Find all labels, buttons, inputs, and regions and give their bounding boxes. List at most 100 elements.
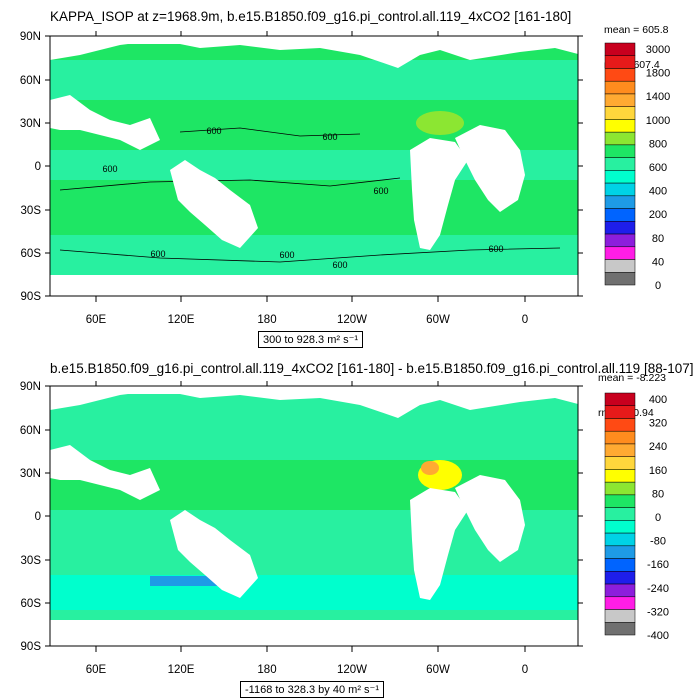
contour-label: 600 <box>373 186 388 196</box>
colorbar-swatch <box>604 520 636 534</box>
panel-absolute: KAPPA_ISOP at z=1968.9m, b.e15.B1850.f09… <box>20 9 670 348</box>
colorbar-swatch <box>604 131 636 146</box>
colorbar-label: 1000 <box>646 115 670 127</box>
contour-label: 600 <box>279 250 294 260</box>
y-tick-label: 90N <box>20 31 41 43</box>
colorbar-label: 1400 <box>646 91 670 103</box>
y-tick-label: 0 <box>35 161 41 173</box>
colorbar-label: 200 <box>649 209 667 221</box>
colorbar-swatch <box>604 443 636 457</box>
y-tick-label: 60S <box>21 248 42 260</box>
land-mask <box>50 640 578 646</box>
contour-label: 600 <box>332 260 347 270</box>
colorbar-swatch <box>604 272 636 286</box>
land-mask <box>170 160 258 248</box>
colorbar-swatch <box>604 182 636 197</box>
colorbar-swatch <box>604 195 636 209</box>
colorbar-swatch <box>604 246 636 260</box>
ocean-band <box>50 575 578 610</box>
ocean-band <box>50 235 578 275</box>
colorbar-swatch <box>604 221 636 235</box>
x-tick-label: 60W <box>426 314 450 326</box>
colorbar-label: 80 <box>652 488 664 500</box>
colorbar-swatch <box>604 392 636 406</box>
colorbar-swatch <box>604 106 636 120</box>
y-tick-label: 90S <box>21 641 42 653</box>
map-plot: 600 600 600 600 600 600 600 600 90N 60N 30N 0 30S 60S… <box>20 31 670 326</box>
x-tick-label: 180 <box>257 664 276 676</box>
chart-title: b.e15.B1850.f09_g16.pi_control.all.119_4… <box>50 361 694 376</box>
land-mask <box>50 95 160 150</box>
x-tick-label: 0 <box>522 664 528 676</box>
y-tick-label: 30S <box>21 555 42 567</box>
ocean-band <box>50 60 578 100</box>
x-tick-label: 120W <box>337 314 367 326</box>
colorbar-swatch <box>604 469 636 483</box>
land-mask <box>455 125 525 212</box>
colorbar-swatch <box>604 494 636 508</box>
colorbar-swatch <box>604 583 636 598</box>
colorbar-swatch <box>604 93 636 107</box>
contour-label: 600 <box>322 132 337 142</box>
land-mask <box>50 36 578 166</box>
y-tick-label: 30N <box>20 118 41 130</box>
colorbar-label: -320 <box>647 606 669 618</box>
y-tick-label: 30N <box>20 468 41 480</box>
colorbar-swatch <box>604 405 636 419</box>
ocean-patch <box>150 576 225 586</box>
x-tick-label: 120W <box>337 664 367 676</box>
colorbar-label: 80 <box>652 233 664 245</box>
panel-difference: b.e15.B1850.f09_g16.pi_control.all.119_4… <box>0 350 700 700</box>
colorbar-label: 600 <box>649 162 667 174</box>
colorbar-swatch <box>604 55 636 69</box>
contour-label: 600 <box>102 164 117 174</box>
colorbar-swatch <box>604 68 636 82</box>
contour-line <box>179 127 361 137</box>
colorbar-swatch <box>604 80 636 95</box>
colorbar-label: 320 <box>649 418 667 430</box>
y-tick-label: 0 <box>35 511 41 523</box>
colorbar-label: 0 <box>655 512 661 524</box>
colorbar-swatch <box>604 208 636 222</box>
x-tick-label: 60W <box>426 664 450 676</box>
colorbar-swatch <box>604 481 636 496</box>
colorbar-swatch <box>604 418 636 432</box>
colorbar-swatch <box>604 456 636 470</box>
colorbar-label: -80 <box>650 536 666 548</box>
land-mask <box>410 488 468 600</box>
colorbar-swatch <box>604 558 636 572</box>
y-tick-label: 90N <box>20 381 41 393</box>
colorbar-label: 400 <box>649 394 667 406</box>
y-tick-label: 60N <box>20 425 41 437</box>
land-mask <box>410 138 468 250</box>
colorbar-swatch <box>604 259 636 273</box>
colorbar-swatch <box>604 170 636 184</box>
land-mask <box>170 510 258 598</box>
colorbar-swatch <box>604 144 636 158</box>
contour-line <box>59 177 401 191</box>
contour-label: 600 <box>206 126 221 136</box>
contour-label: 600 <box>488 244 503 254</box>
colorbar-swatch <box>604 507 636 521</box>
chart-title: KAPPA_ISOP at z=1968.9m, b.e15.B1850.f09… <box>50 9 572 24</box>
colorbar-label: 800 <box>649 138 667 150</box>
map-plot: 90N 60N 30N 0 30S 60S 90S 60E 120E 180 120W 60W 0 400… <box>20 381 669 676</box>
x-tick-label: 180 <box>257 314 276 326</box>
y-tick-label: 60S <box>21 598 42 610</box>
colorbar-swatch <box>604 233 636 248</box>
stat-mean: mean = -8.223 <box>598 372 667 385</box>
colorbar-label: 40 <box>652 256 664 268</box>
ocean-patch <box>421 461 439 475</box>
y-tick-label: 60N <box>20 75 41 87</box>
x-tick-label: 60E <box>86 664 107 676</box>
range-note: 300 to 928.3 m² s⁻¹ <box>258 331 364 348</box>
colorbar-swatch <box>604 157 636 171</box>
colorbar-label: 160 <box>649 465 667 477</box>
colorbar-label: 240 <box>649 441 667 453</box>
colorbar-swatch <box>604 42 636 56</box>
colorbar-swatch <box>604 609 636 623</box>
y-tick-label: 90S <box>21 291 42 303</box>
colorbar-swatch <box>604 532 636 547</box>
colorbar-label: 0 <box>655 280 661 292</box>
x-tick-label: 120E <box>168 314 195 326</box>
